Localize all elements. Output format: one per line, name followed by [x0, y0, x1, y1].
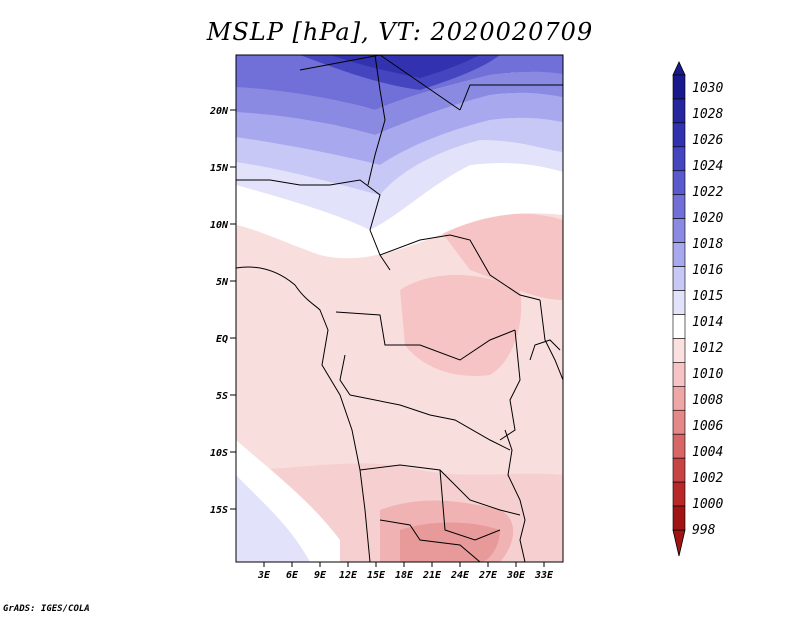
- colorbar-label: 1012: [692, 341, 723, 356]
- colorbar-label: 1030: [692, 81, 723, 96]
- colorbar-label: 1010: [692, 367, 723, 382]
- colorbar-swatch: [672, 218, 686, 243]
- colorbar-swatch: [672, 194, 686, 219]
- colorbar-label: 1018: [692, 237, 723, 252]
- colorbar-swatch: [672, 122, 686, 148]
- lat-tick-label: 15S: [210, 505, 228, 516]
- lat-tick-label: EQ: [216, 334, 228, 345]
- colorbar-swatch: [672, 314, 686, 339]
- colorbar-label: 1020: [692, 211, 723, 226]
- lat-tick-label: 20N: [209, 106, 229, 117]
- colorbar-bottom-arrow: [672, 529, 686, 557]
- colorbar-swatch: [672, 409, 686, 435]
- colorbar-swatch: [672, 386, 686, 411]
- map-frame: [235, 54, 564, 563]
- colorbar-label: 1024: [692, 159, 723, 174]
- lat-tick-label: 10N: [210, 220, 229, 231]
- lon-tick-label: 21E: [422, 570, 442, 581]
- colorbar-label: 1016: [692, 263, 723, 278]
- lat-tick-label: 15N: [210, 163, 229, 174]
- colorbar-swatch: [672, 290, 686, 315]
- lon-axis: 3E 6E 9E 12E 15E 18E 21E 24E 27E 30E 33E: [257, 562, 554, 581]
- colorbar-label: 1004: [692, 445, 723, 460]
- pressure-field: [236, 55, 563, 562]
- lon-tick-label: 6E: [286, 570, 299, 581]
- lat-tick-label: 5N: [216, 277, 229, 288]
- colorbar-swatch: [672, 362, 686, 387]
- lon-tick-label: 9E: [314, 570, 327, 581]
- colorbar-label: 1028: [692, 107, 723, 122]
- colorbar-swatch: [672, 457, 686, 483]
- lon-tick-label: 27E: [478, 570, 498, 581]
- colorbar-label: 1022: [692, 185, 723, 200]
- colorbar-top-arrow: [672, 61, 686, 76]
- lon-tick-label: 30E: [506, 570, 526, 581]
- lon-tick-label: 24E: [450, 570, 470, 581]
- lat-axis: 20N 15N 10N 5N EQ 5S 10S 15S: [209, 106, 236, 516]
- colorbar-label: 1006: [692, 419, 723, 434]
- colorbar-swatch: [672, 433, 686, 459]
- lat-tick-label: 5S: [216, 391, 228, 402]
- colorbar-swatch: [672, 74, 686, 100]
- colorbar-label: 998: [692, 523, 716, 538]
- colorbar-label: 1002: [692, 471, 723, 486]
- colorbar-label: 1008: [692, 393, 723, 408]
- lat-tick-label: 10S: [210, 448, 228, 459]
- colorbar-label: 1014: [692, 315, 723, 330]
- lon-tick-label: 3E: [257, 570, 271, 581]
- lon-tick-label: 18E: [395, 570, 414, 581]
- colorbar-swatch: [672, 338, 686, 363]
- colorbar-label: 1026: [692, 133, 723, 148]
- colorbar: 1030 1028 1026 1024 1022 1020 1018 1016 1015 1014…: [672, 61, 723, 557]
- colorbar-swatch: [672, 481, 686, 507]
- grads-credit: GrADS: IGES/COLA: [3, 604, 90, 614]
- colorbar-swatch: [672, 146, 686, 172]
- lon-tick-label: 15E: [367, 570, 386, 581]
- lon-tick-label: 12E: [339, 570, 358, 581]
- coastlines: [236, 55, 563, 562]
- colorbar-swatch: [672, 98, 686, 124]
- colorbar-swatch: [672, 170, 686, 196]
- map-title: MSLP [hPa], VT: 2020020709: [206, 18, 594, 46]
- colorbar-swatch: [672, 266, 686, 291]
- colorbar-swatch: [672, 242, 686, 267]
- colorbar-label: 1000: [692, 497, 723, 512]
- lon-tick-label: 33E: [534, 570, 554, 581]
- colorbar-label: 1015: [692, 289, 723, 304]
- colorbar-swatch: [672, 505, 686, 531]
